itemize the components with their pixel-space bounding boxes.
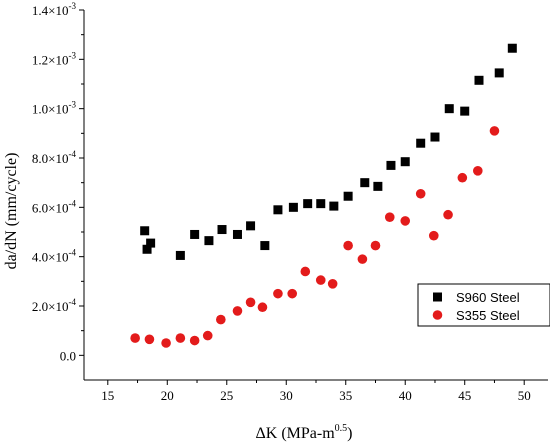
x-tick-label: 15 xyxy=(101,388,114,403)
s960-steel-point xyxy=(343,191,353,201)
legend-layer: S960 Steel S355 Steel xyxy=(417,283,550,327)
s960-steel-point xyxy=(373,181,383,191)
s960-steel-point xyxy=(386,160,396,170)
y-tick-label: 8.0×10-4 xyxy=(32,149,77,166)
s355-steel-point xyxy=(400,216,411,226)
s960-steel-point xyxy=(444,104,454,114)
x-tick-label: 50 xyxy=(518,388,531,403)
legend-marker-s960-steel xyxy=(433,292,442,302)
s355-steel-point xyxy=(300,266,311,277)
x-tick-label: 25 xyxy=(220,388,233,403)
s355-steel-point xyxy=(370,240,381,251)
s355-steel-point xyxy=(161,338,171,348)
s355-steel-point xyxy=(216,314,226,325)
x-axis-title: ΔK (MPa-m0.5) xyxy=(256,423,353,442)
s960-steel-point xyxy=(232,229,242,239)
s960-steel-point xyxy=(217,225,227,235)
x-tick-label: 30 xyxy=(280,388,293,403)
s355-steel-point xyxy=(457,172,468,183)
points-layer xyxy=(130,43,517,348)
y-tick-label: 2.0×10-4 xyxy=(32,297,77,314)
s355-steel-point xyxy=(473,166,483,176)
y-tick-label: 6.0×10-4 xyxy=(32,198,77,215)
s355-steel-point xyxy=(384,212,395,222)
s355-steel-point xyxy=(257,302,268,313)
s960-steel-point xyxy=(142,244,152,254)
y-axis-title: da/dN (mm/cycle) xyxy=(3,153,20,270)
y-tick-label: 1.0×10-3 xyxy=(32,100,77,117)
s960-steel-point xyxy=(360,178,370,188)
s355-steel-point xyxy=(273,288,283,299)
s355-steel-point xyxy=(415,188,426,199)
s355-steel-point xyxy=(287,288,298,299)
s960-steel-point xyxy=(246,221,256,231)
s960-steel-point xyxy=(400,157,410,167)
y-tick-label: 1.4×10-3 xyxy=(32,1,77,18)
legend-label-s960-steel: S960 Steel xyxy=(456,290,520,305)
s960-steel-point xyxy=(494,68,504,78)
s960-steel-point xyxy=(175,250,185,260)
x-tick-label: 40 xyxy=(399,388,412,403)
s960-steel-point xyxy=(288,202,298,212)
s355-steel-point xyxy=(245,297,256,308)
s355-steel-point xyxy=(343,240,353,251)
s355-steel-point xyxy=(144,334,155,345)
s355-steel-point xyxy=(428,230,439,241)
x-tick-label: 35 xyxy=(339,388,352,403)
s960-steel-point xyxy=(190,229,200,239)
s355-steel-point xyxy=(357,254,368,264)
s355-steel-point xyxy=(232,306,243,316)
s960-steel-point xyxy=(430,132,440,142)
s960-steel-point xyxy=(204,236,214,246)
s355-steel-point xyxy=(189,335,200,346)
s355-steel-point xyxy=(202,330,213,341)
axes-layer: 15 20 25 30 35 40 45 50 0.0 2.0×10-4 4.0×10-4 6.0×1… xyxy=(3,1,548,442)
s960-steel-point xyxy=(416,138,426,148)
s355-steel-point xyxy=(315,275,326,285)
y-tick-label: 1.2×10-3 xyxy=(32,50,77,67)
s960-steel-point xyxy=(303,199,313,209)
y-tick-label: 0.0 xyxy=(60,348,76,363)
legend-marker-s355-steel xyxy=(432,310,443,320)
s960-steel-point xyxy=(316,199,326,209)
s960-steel-point xyxy=(507,43,517,53)
legend-label-s355-steel: S355 Steel xyxy=(456,308,520,323)
s355-steel-point xyxy=(130,333,140,343)
s960-steel-point xyxy=(329,201,339,211)
s960-steel-point xyxy=(460,106,470,116)
x-tick-label: 45 xyxy=(458,388,471,403)
y-tick-label: 4.0×10-4 xyxy=(32,248,77,265)
s960-steel-point xyxy=(260,241,270,251)
s960-steel-point xyxy=(146,238,156,248)
s960-steel-point xyxy=(140,226,150,236)
s355-steel-point xyxy=(489,126,500,136)
x-tick-label: 20 xyxy=(161,388,174,403)
s355-steel-point xyxy=(443,209,453,220)
s355-steel-point xyxy=(327,279,338,289)
s960-steel-point xyxy=(273,205,283,215)
s355-steel-point xyxy=(175,333,186,343)
s960-steel-point xyxy=(474,75,484,85)
